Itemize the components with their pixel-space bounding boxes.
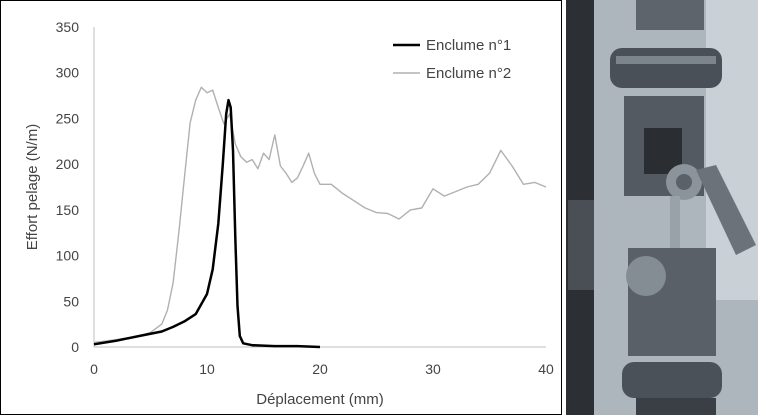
specimen-strip [670, 196, 680, 256]
series-line-1 [93, 98, 321, 349]
y-axis-title: Effort pelage (N/m) [24, 124, 41, 250]
x-tick-labels: 0 10 20 30 40 [90, 361, 554, 377]
y-tick-label: 300 [56, 65, 80, 81]
background-equipment [568, 200, 594, 290]
lower-knurled-ring [622, 362, 722, 398]
upper-knurled-ring [610, 48, 722, 88]
legend-label-series-2: Enclume n°2 [426, 65, 511, 82]
y-tick-label: 200 [56, 156, 80, 172]
x-tick-label: 40 [538, 361, 554, 377]
x-tick-label: 20 [312, 361, 328, 377]
upper-clamp-body [636, 0, 704, 30]
x-tick-label: 30 [425, 361, 441, 377]
chart-panel: 0 50 100 150 200 250 300 350 0 10 20 30 40 Déplacem… [0, 0, 562, 415]
y-tick-label: 350 [56, 19, 80, 35]
x-tick-label: 0 [90, 361, 98, 377]
y-tick-label: 250 [56, 110, 80, 126]
legend-label-series-1: Enclume n°1 [426, 37, 511, 54]
y-tick-label: 150 [56, 202, 80, 218]
lower-base [636, 398, 716, 415]
upper-knurled-ring-highlight [616, 56, 716, 64]
lower-anvil-roller [626, 256, 666, 296]
upper-anvil-roller-core [676, 174, 692, 190]
series-line-2 [93, 86, 547, 344]
series-layer [93, 86, 547, 349]
x-axis-title: Déplacement (mm) [256, 391, 384, 408]
peel-arm [696, 165, 756, 255]
peel-force-chart: 0 50 100 150 200 250 300 350 0 10 20 30 40 Déplacem… [24, 19, 554, 408]
y-tick-label: 100 [56, 248, 80, 264]
x-tick-label: 10 [199, 361, 215, 377]
y-tick-label: 0 [71, 339, 79, 355]
y-tick-labels: 0 50 100 150 200 250 300 350 [56, 19, 80, 355]
y-tick-label: 50 [63, 293, 79, 309]
test-rig-photo [566, 0, 758, 415]
legend: Enclume n°1 Enclume n°2 [393, 37, 511, 82]
